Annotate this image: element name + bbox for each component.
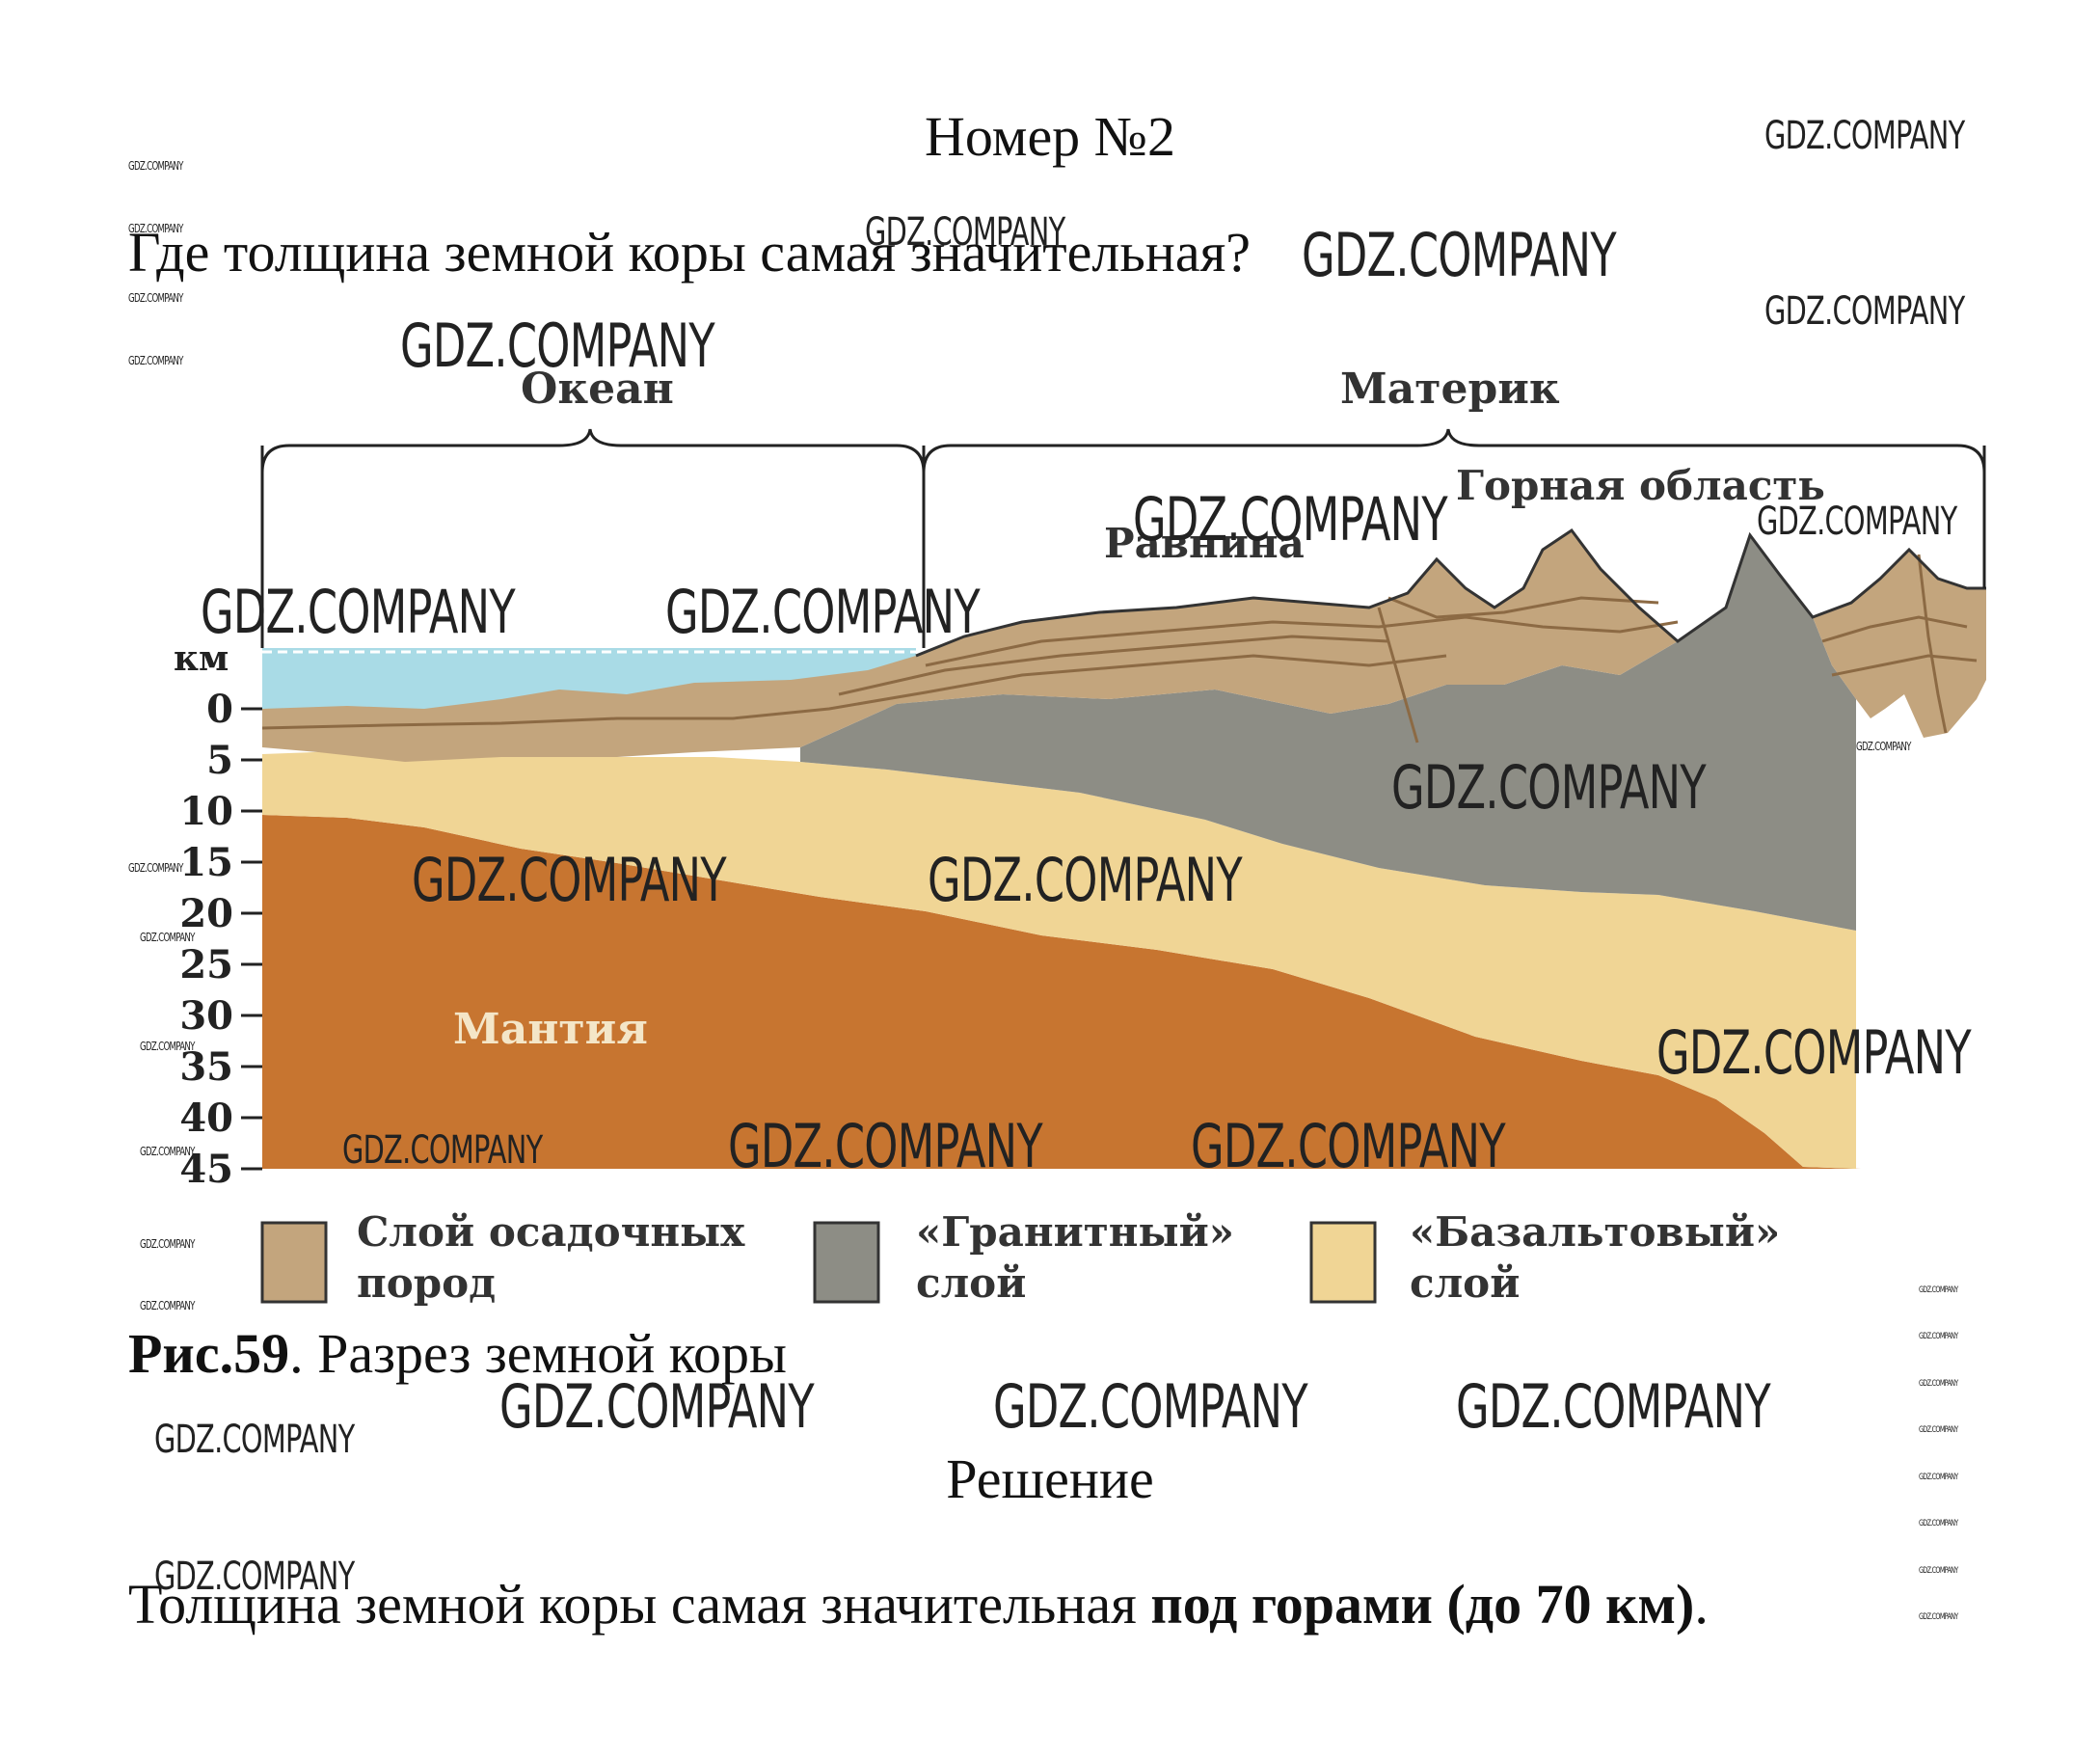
watermark-text: GDZ.COMPANY: [1919, 1379, 1958, 1389]
watermark-text: GDZ.COMPANY: [1456, 1371, 1771, 1442]
watermark-text: GDZ.COMPANY: [928, 845, 1243, 915]
depth-tick-label: 20: [179, 891, 233, 936]
basalt-layer: [262, 750, 1856, 1169]
watermark-text: GDZ.COMPANY: [1919, 1425, 1958, 1435]
question-text: Где толщина земной коры самая значительн…: [128, 221, 1251, 284]
ocean-label: Океан: [521, 365, 674, 414]
plain-label: Равнина: [1104, 520, 1305, 567]
watermark-text: GDZ.COMPANY: [140, 1299, 195, 1312]
ocean-bracket: [260, 428, 926, 473]
legend-swatch-granite: [813, 1221, 880, 1304]
legend-basalt-line2: слой: [1410, 1259, 1520, 1307]
watermark-text: GDZ.COMPANY: [154, 1418, 355, 1462]
watermark-text: GDZ.COMPANY: [1856, 740, 1911, 753]
watermark-text: GDZ.COMPANY: [154, 1555, 355, 1599]
depth-tick-label: 5: [206, 738, 233, 783]
depth-axis: 0 5 10 15 20 25 30 35 40 45 км: [174, 638, 262, 1192]
watermark-text: GDZ.COMPANY: [1919, 1332, 1958, 1341]
watermark-text: GDZ.COMPANY: [128, 159, 183, 173]
watermark-text: GDZ.COMPANY: [1919, 1473, 1958, 1482]
page-title: Номер №2: [924, 105, 1176, 168]
watermark-text: GDZ.COMPANY: [140, 1040, 195, 1053]
watermark-text: GDZ.COMPANY: [1919, 1566, 1958, 1576]
figure-caption: Рис.59. Разрез земной коры: [128, 1321, 787, 1386]
watermark-text: GDZ.COMPANY: [499, 1371, 815, 1442]
legend-granite-line1: «Гранитный»: [916, 1208, 1234, 1256]
legend-swatch-basalt: [1309, 1221, 1377, 1304]
answer-text-bold: под горами (до 70 км): [1150, 1573, 1695, 1636]
watermark-text: GDZ.COMPANY: [412, 845, 727, 915]
depth-tick-label: 30: [179, 993, 233, 1039]
watermark-text: GDZ.COMPANY: [128, 354, 183, 367]
watermark-text: GDZ.COMPANY: [342, 1128, 543, 1173]
granite-layer: [800, 535, 1856, 931]
answer-text-end: .: [1694, 1573, 1709, 1636]
figure-caption-number: Рис.59: [128, 1322, 290, 1385]
answer-text: Толщина земной коры самая значительная п…: [128, 1572, 1709, 1636]
mantle-layer: [262, 815, 1861, 1169]
watermark-text: GDZ.COMPANY: [1656, 1017, 1972, 1088]
depth-tick-label: 40: [179, 1095, 233, 1141]
watermark-text: GDZ.COMPANY: [1757, 500, 1957, 544]
watermark-text: GDZ.COMPANY: [728, 1111, 1043, 1181]
mantle-label: Мантия: [453, 1005, 648, 1054]
sediment-strata-lines: [261, 554, 1978, 744]
legend-sediment-line1: Слой осадочных: [357, 1208, 745, 1256]
watermark-text: GDZ.COMPANY: [1919, 1519, 1958, 1528]
watermark-text: GDZ.COMPANY: [665, 577, 981, 647]
mountain-label: Горная область: [1456, 462, 1825, 509]
depth-tick-label: 10: [179, 789, 233, 834]
watermark-text: GDZ.COMPANY: [865, 210, 1065, 255]
legend-sediment-line2: пород: [357, 1259, 496, 1307]
depth-tick-label: 25: [179, 942, 233, 987]
depth-tick-label: 45: [179, 1147, 233, 1192]
legend-basalt-line1: «Базальтовый»: [1410, 1208, 1780, 1256]
watermark-text: GDZ.COMPANY: [1919, 1285, 1958, 1295]
legend-granite-line2: слой: [916, 1259, 1026, 1307]
watermark-text: GDZ.COMPANY: [128, 861, 183, 875]
legend: Слой осадочных пород «Гранитный» слой «Б…: [260, 1208, 1780, 1307]
watermark-text: GDZ.COMPANY: [1764, 114, 1965, 158]
depth-tick-label: 0: [206, 687, 233, 732]
surface-outline: [915, 527, 1986, 658]
solution-heading: Решение: [946, 1447, 1154, 1510]
watermark-text: GDZ.COMPANY: [140, 1145, 195, 1158]
answer-text-start: Толщина земной коры самая значительная: [128, 1573, 1151, 1636]
continent-bracket: [922, 428, 1986, 473]
depth-tick-label: 15: [179, 840, 233, 885]
continent-label: Материк: [1340, 365, 1560, 414]
watermark-text: GDZ.COMPANY: [1191, 1111, 1506, 1181]
watermark-text: GDZ.COMPANY: [128, 291, 183, 305]
sediment-ocean: [262, 530, 1678, 762]
watermark-text: GDZ.COMPANY: [1302, 220, 1617, 290]
figure-caption-text: . Разрез земной коры: [289, 1322, 788, 1385]
watermark-text: GDZ.COMPANY: [993, 1371, 1308, 1442]
depth-tick-label: 35: [179, 1044, 233, 1090]
sediment-right-mountain: [1813, 550, 1986, 738]
watermark-text: GDZ.COMPANY: [1133, 484, 1448, 554]
watermark-text: GDZ.COMPANY: [128, 222, 183, 235]
legend-swatch-sediment: [260, 1221, 328, 1304]
watermark-text: GDZ.COMPANY: [1391, 752, 1707, 823]
watermark-text: GDZ.COMPANY: [140, 1237, 195, 1251]
axis-unit-label: км: [174, 638, 229, 679]
watermark-text: GDZ.COMPANY: [400, 311, 715, 381]
watermark-text: GDZ.COMPANY: [201, 577, 516, 647]
watermark-text: GDZ.COMPANY: [1919, 1612, 1958, 1622]
watermark-text: GDZ.COMPANY: [140, 931, 195, 944]
watermark-text: GDZ.COMPANY: [1764, 289, 1965, 334]
region-brackets: [260, 428, 1986, 648]
